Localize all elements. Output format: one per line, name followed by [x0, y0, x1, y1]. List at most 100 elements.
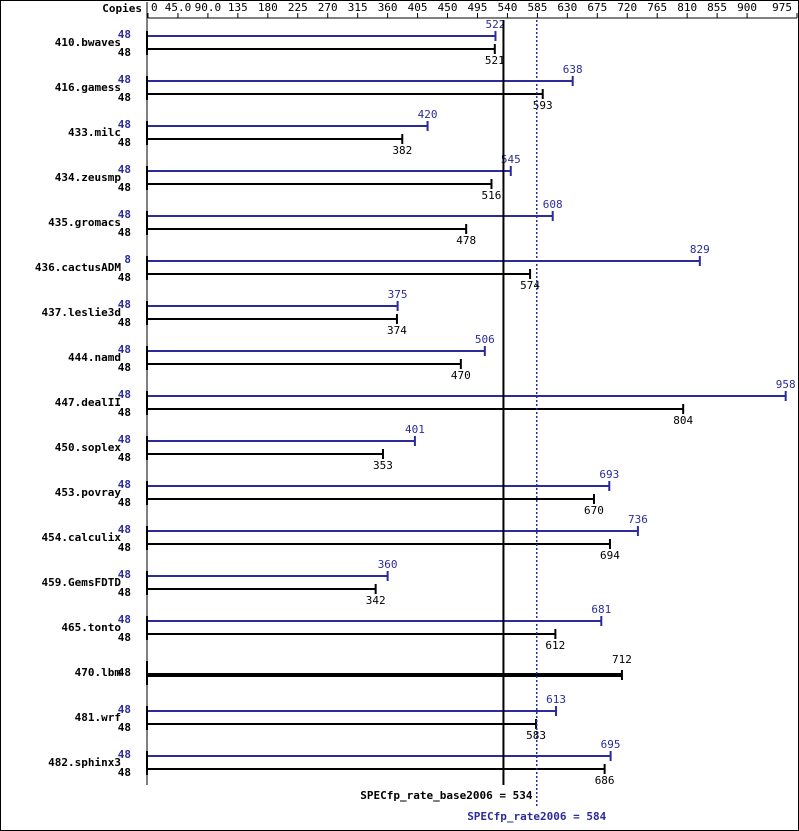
x-tick-label: 855: [707, 1, 727, 14]
copies-label: 48: [118, 73, 131, 86]
value-label: 694: [600, 549, 620, 562]
value-label: 695: [601, 738, 621, 751]
value-label: 583: [526, 729, 546, 742]
x-tick-label: 585: [527, 1, 547, 14]
copies-label: 48: [118, 361, 131, 374]
copies-label: 48: [118, 163, 131, 176]
copies-label: 48: [118, 28, 131, 41]
value-label: 375: [388, 288, 408, 301]
value-label: 545: [501, 153, 521, 166]
benchmark-label: 465.tonto: [61, 621, 121, 634]
benchmark-label: 435.gromacs: [48, 216, 121, 229]
value-label: 478: [456, 234, 476, 247]
value-label: 506: [475, 333, 495, 346]
x-tick-label: 0: [151, 1, 158, 14]
copies-label: 48: [118, 271, 131, 284]
benchmark-label: 482.sphinx3: [48, 756, 121, 769]
value-label: 353: [373, 459, 393, 472]
x-tick-label: 225: [288, 1, 308, 14]
value-label: 522: [486, 18, 506, 31]
copies-label: 48: [118, 46, 131, 59]
copies-label: 48: [118, 406, 131, 419]
value-label: 516: [482, 189, 502, 202]
value-label: 613: [546, 693, 566, 706]
copies-label: 48: [118, 541, 131, 554]
x-tick-label: 45.0: [165, 1, 192, 14]
copies-label: 48: [118, 586, 131, 599]
x-tick-label: 765: [647, 1, 667, 14]
benchmark-label: 470.lbm: [75, 666, 122, 679]
value-label: 374: [387, 324, 407, 337]
value-label: 470: [451, 369, 471, 382]
copies-label: 48: [118, 343, 131, 356]
value-label: 829: [690, 243, 710, 256]
axis-title: Copies: [102, 2, 142, 15]
x-tick-label: 540: [498, 1, 518, 14]
value-label: 681: [591, 603, 611, 616]
copies-label: 48: [118, 523, 131, 536]
value-label: 521: [485, 54, 505, 67]
benchmark-label: 433.milc: [68, 126, 121, 139]
copies-label: 48: [118, 631, 131, 644]
benchmark-label: 450.soplex: [55, 441, 122, 454]
x-tick-label: 720: [617, 1, 637, 14]
copies-label: 48: [118, 721, 131, 734]
value-label: 401: [405, 423, 425, 436]
x-tick-label: 630: [557, 1, 577, 14]
benchmark-label: 447.dealII: [55, 396, 121, 409]
benchmark-label: 416.gamess: [55, 81, 121, 94]
x-tick-label: 360: [378, 1, 398, 14]
value-label: 712: [612, 653, 632, 666]
benchmark-label: 459.GemsFDTD: [42, 576, 122, 589]
copies-label: 48: [118, 766, 131, 779]
value-label: 958: [776, 378, 796, 391]
copies-label: 48: [118, 451, 131, 464]
benchmark-label: 434.zeusmp: [55, 171, 122, 184]
copies-label: 48: [118, 316, 131, 329]
copies-label: 48: [118, 298, 131, 311]
copies-label: 48: [118, 208, 131, 221]
copies-label: 48: [118, 91, 131, 104]
copies-label: 48: [118, 496, 131, 509]
value-label: 736: [628, 513, 648, 526]
value-label: 804: [673, 414, 693, 427]
benchmark-label: 453.povray: [55, 486, 122, 499]
copies-label: 48: [118, 613, 131, 626]
copies-label: 48: [118, 226, 131, 239]
x-tick-label: 315: [348, 1, 368, 14]
reference-label: SPECfp_rate2006 = 584: [467, 810, 606, 823]
benchmark-label: 444.namd: [68, 351, 121, 364]
reference-label: SPECfp_rate_base2006 = 534: [360, 789, 533, 802]
x-tick-label: 180: [258, 1, 278, 14]
x-tick-label: 450: [438, 1, 458, 14]
benchmark-label: 437.leslie3d: [42, 306, 121, 319]
copies-label: 48: [118, 388, 131, 401]
value-label: 593: [533, 99, 553, 112]
value-label: 360: [378, 558, 398, 571]
benchmark-label: 454.calculix: [42, 531, 122, 544]
x-tick-label: 495: [468, 1, 488, 14]
x-tick-label: 135: [228, 1, 248, 14]
x-tick-label: 90.0: [195, 1, 222, 14]
value-label: 342: [366, 594, 386, 607]
benchmark-label: 410.bwaves: [55, 36, 121, 49]
copies-label: 48: [118, 478, 131, 491]
value-label: 670: [584, 504, 604, 517]
copies-label: 48: [118, 181, 131, 194]
copies-label: 48: [118, 703, 131, 716]
x-tick-label: 405: [408, 1, 428, 14]
value-label: 612: [545, 639, 565, 652]
x-tick-label: 810: [677, 1, 697, 14]
value-label: 574: [520, 279, 540, 292]
value-label: 686: [595, 774, 615, 787]
copies-label: 48: [118, 568, 131, 581]
benchmark-label: 481.wrf: [75, 711, 121, 724]
benchmark-label: 436.cactusADM: [35, 261, 121, 274]
copies-label: 48: [118, 433, 131, 446]
copies-label: 48: [118, 666, 131, 679]
value-label: 420: [418, 108, 438, 121]
x-tick-label: 975: [772, 1, 792, 14]
copies-label: 48: [118, 136, 131, 149]
